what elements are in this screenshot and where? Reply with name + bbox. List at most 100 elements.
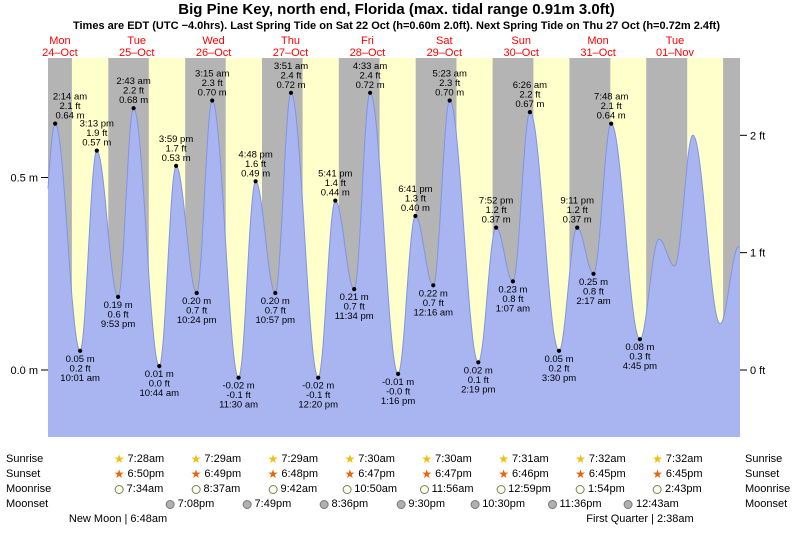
- day-label: Sun 30–Oct: [503, 35, 538, 59]
- almanac-row-label-moonrise: Moonrise: [6, 483, 52, 495]
- sunrise-time: 7:28am: [127, 453, 165, 465]
- moonset-circle-icon: [319, 499, 329, 509]
- moonrise-entry: 10:50am: [342, 483, 397, 495]
- high-tide-label: 4:48 pm 1.6 ft 0.49 m: [238, 149, 272, 179]
- sunset-star-icon: ★: [344, 467, 356, 481]
- tide-extreme-dot: [527, 110, 533, 115]
- moonset-time: 12:43am: [635, 498, 679, 510]
- sunset-entry: ★ 6:48pm: [268, 468, 318, 480]
- moonset-circle-icon: [396, 499, 406, 509]
- sunset-time: 6:49pm: [204, 468, 242, 480]
- sunrise-star-icon: ★: [575, 452, 586, 466]
- tide-extreme-dot: [413, 213, 418, 219]
- sunset-time: 6:45pm: [665, 468, 703, 480]
- sunrise-time: 7:29am: [204, 453, 242, 465]
- sunrise-entry: ★ 7:31am: [498, 453, 548, 465]
- tide-extreme-dot: [556, 348, 562, 353]
- tide-extreme-dot: [194, 290, 199, 296]
- almanac-row-label-moonrise: Moonrise: [745, 483, 791, 495]
- almanac-row-label-moonset: Moonset: [6, 498, 49, 510]
- sunset-entry: ★ 6:47pm: [344, 468, 394, 480]
- sunrise-star-icon: ★: [113, 452, 125, 466]
- low-tide-label: 0.20 m 0.7 ft 10:24 pm: [177, 296, 217, 326]
- sunset-time: 6:48pm: [281, 468, 319, 480]
- moonset-entry: 7:08pm: [165, 498, 214, 510]
- moonrise-entry: 2:43pm: [652, 483, 702, 495]
- day-label: Mon 24–Oct: [42, 35, 77, 59]
- sunset-entry: ★ 6:45pm: [575, 468, 625, 480]
- moonrise-time: 11:56am: [431, 483, 474, 495]
- sunrise-entry: ★ 7:29am: [191, 453, 241, 465]
- moonrise-time: 1:54pm: [588, 483, 625, 495]
- high-tide-label: 5:23 am 2.3 ft 0.70 m: [433, 69, 467, 99]
- tide-extreme-dot: [333, 198, 338, 203]
- moonset-circle-icon: [547, 499, 557, 509]
- moonrise-circle-icon: [342, 484, 352, 494]
- day-label: Fri 28–Oct: [350, 35, 385, 59]
- tide-extreme-dot: [253, 179, 258, 184]
- moonset-time: 10:30pm: [482, 498, 525, 510]
- moonset-entry: 9:30pm: [396, 498, 445, 510]
- day-label: Sat 29–Oct: [427, 35, 462, 59]
- sunset-entry: ★ 6:47pm: [421, 468, 471, 480]
- tide-extreme-dot: [316, 375, 321, 380]
- almanac-row-label-sunrise: Sunrise: [6, 453, 44, 465]
- sunset-star-icon: ★: [113, 467, 125, 481]
- sunset-entry: ★ 6:49pm: [191, 468, 241, 480]
- tide-extreme-dot: [174, 163, 179, 168]
- sunset-star-icon: ★: [498, 467, 510, 481]
- sunset-star-icon: ★: [575, 467, 586, 481]
- sunrise-star-icon: ★: [190, 452, 202, 466]
- low-tide-label: 0.08 m 0.3 ft 4:45 pm: [623, 342, 657, 372]
- moonrise-circle-icon: [191, 484, 201, 494]
- tide-extreme-dot: [447, 98, 452, 103]
- tide-extreme-dot: [236, 375, 241, 380]
- moonrise-entry: 9:42am: [268, 483, 317, 495]
- chart-subtitle: Times are EDT (UTC −4.0hrs). Last Spring…: [72, 20, 721, 32]
- sunrise-entry: ★ 7:32am: [575, 453, 625, 465]
- tide-extreme-dot: [53, 121, 58, 126]
- tide-extreme-dot: [273, 290, 278, 296]
- moonrise-entry: 8:37am: [191, 483, 240, 495]
- sunrise-star-icon: ★: [344, 452, 356, 466]
- high-tide-label: 6:26 am 2.2 ft 0.67 m: [513, 80, 547, 110]
- tide-extreme-dot: [78, 348, 83, 353]
- right-axis-label: 2 ft: [750, 130, 765, 142]
- low-tide-label: 0.01 m 0.0 ft 10:44 am: [139, 369, 179, 399]
- sunset-entry: ★ 6:46pm: [498, 468, 548, 480]
- almanac-row-label-sunrise: Sunrise: [745, 453, 783, 465]
- moonset-time: 9:30pm: [408, 498, 446, 510]
- sunrise-entry: ★ 7:32am: [652, 453, 702, 465]
- sunset-time: 6:45pm: [588, 468, 626, 480]
- moonset-entry: 11:36pm: [547, 498, 602, 510]
- moonrise-time: 10:50am: [354, 483, 398, 495]
- sunset-entry: ★ 6:50pm: [114, 468, 164, 480]
- tide-extreme-dot: [637, 337, 643, 342]
- almanac-row-label-sunset: Sunset: [745, 468, 780, 480]
- tide-extreme-dot: [575, 225, 580, 230]
- moonrise-circle-icon: [576, 484, 586, 494]
- moonset-entry: 12:43am: [623, 498, 679, 510]
- tide-extreme-dot: [131, 106, 136, 111]
- left-axis-label: 0.5 m: [10, 173, 38, 185]
- sunrise-time: 7:32am: [588, 453, 626, 465]
- high-tide-label: 2:43 am 2.2 ft 0.68 m: [116, 76, 150, 106]
- sunset-time: 6:47pm: [435, 468, 472, 480]
- high-tide-label: 4:33 am 2.4 ft 0.72 m: [353, 61, 387, 91]
- tide-extreme-dot: [210, 98, 215, 103]
- sunset-time: 6:50pm: [127, 468, 165, 480]
- moonrise-time: 2:43pm: [664, 483, 702, 495]
- sunrise-star-icon: ★: [421, 452, 433, 466]
- moonset-circle-icon: [242, 499, 252, 509]
- moonset-circle-icon: [623, 499, 633, 509]
- sunset-star-icon: ★: [421, 467, 433, 481]
- low-tide-label: 0.21 m 0.7 ft 11:34 pm: [335, 292, 374, 322]
- low-tide-label: 0.05 m 0.2 ft 3:30 pm: [542, 354, 576, 384]
- moonrise-circle-icon: [419, 484, 429, 494]
- tide-extreme-dot: [591, 271, 596, 276]
- tide-extreme-dot: [288, 90, 294, 95]
- high-tide-label: 5:41 pm 1.4 ft 0.44 m: [318, 169, 352, 199]
- moonset-entry: 10:30pm: [470, 498, 525, 510]
- sunrise-star-icon: ★: [498, 452, 510, 466]
